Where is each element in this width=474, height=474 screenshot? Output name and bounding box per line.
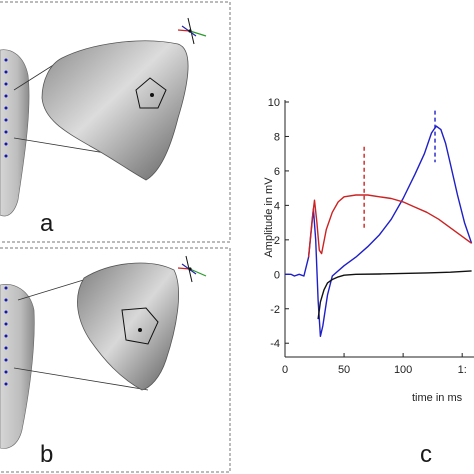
- panel-a: a: [0, 1, 231, 243]
- selection-pentagon-b: [121, 307, 159, 345]
- y-tick-label-7: 10: [268, 97, 280, 109]
- selection-point-b: [138, 328, 142, 332]
- torso-model-b: [0, 284, 35, 449]
- panel-letter-b: b: [40, 441, 53, 468]
- x-axis-title: time in ms: [412, 392, 463, 404]
- y-tick-label-2: 0: [274, 269, 280, 281]
- panel-b: b: [0, 247, 231, 473]
- orientation-axes-icon-b: [177, 255, 207, 283]
- y-tick-label-3: 2: [274, 235, 280, 247]
- y-tick-label-1: -2: [270, 304, 280, 316]
- panel-letter-a: a: [40, 210, 54, 237]
- y-tick-label-5: 6: [274, 166, 280, 178]
- x-tick-label-2: 100: [394, 364, 412, 376]
- x-tick-label-1: 50: [338, 364, 350, 376]
- x-tick-label-0: 0: [282, 364, 288, 376]
- y-axis-title: Amplitude in mV: [263, 177, 275, 258]
- panel-b-border: [0, 247, 231, 473]
- panel-letter-c: c: [420, 441, 432, 468]
- y-tick-label-4: 4: [274, 200, 280, 212]
- series-line-2: [317, 270, 472, 320]
- electrode-dots-b: [4, 286, 8, 386]
- selection-pentagon-a: [135, 77, 167, 109]
- torso-model-a: [0, 49, 30, 217]
- heart-model-a: [41, 40, 189, 181]
- orientation-axes-icon-a: [177, 17, 207, 45]
- electrode-dots-a: [4, 58, 8, 158]
- y-tick-label-0: -4: [270, 338, 280, 350]
- heart-model-b: [77, 262, 179, 391]
- zoom-line-upper-b: [17, 277, 91, 301]
- zoom-line-lower-b: [13, 367, 149, 391]
- panel-a-border: [0, 1, 231, 243]
- x-tick-label-3: 1:: [458, 364, 467, 376]
- series-line-0: [285, 125, 473, 337]
- series-line-1: [307, 194, 473, 258]
- selection-point-a: [150, 93, 154, 97]
- y-tick-label-6: 8: [274, 131, 280, 143]
